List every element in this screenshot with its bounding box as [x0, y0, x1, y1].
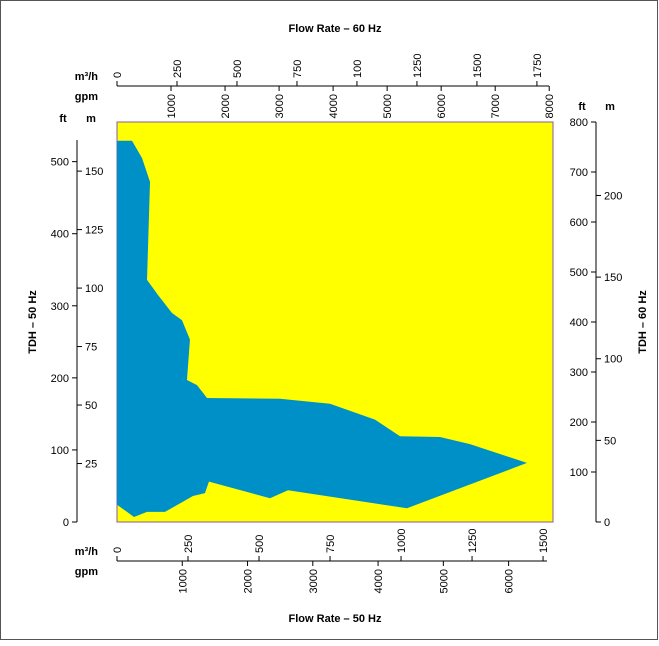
tick-label: 50	[604, 435, 616, 447]
tick-label: 500	[232, 60, 244, 78]
axis-unit: ft	[578, 101, 586, 113]
tick-label: 700	[570, 167, 588, 179]
tick-label: 4000	[328, 94, 340, 118]
tick-label: 150	[604, 272, 622, 284]
axis-unit: m	[86, 113, 96, 125]
right-title: TDH – 60 Hz	[637, 290, 649, 354]
tick-label: 100	[85, 283, 103, 295]
tick-label: 125	[85, 225, 103, 237]
tick-label: 1000	[166, 94, 178, 118]
tick-label: 1500	[472, 54, 484, 78]
tick-label: 300	[51, 301, 69, 313]
axis-unit: gpm	[75, 566, 98, 578]
tick-label: 1750	[532, 54, 544, 78]
tick-label: 100	[51, 445, 69, 457]
tick-label: 8000	[544, 94, 556, 118]
tick-label: 3000	[308, 569, 320, 593]
tick-label: 6000	[436, 94, 448, 118]
tick-label: 1000	[396, 529, 408, 553]
tick-label: 1250	[467, 529, 479, 553]
tick-label: 1000	[177, 569, 189, 593]
tick-label: 150	[85, 166, 103, 178]
left-title: TDH – 50 Hz	[27, 290, 39, 354]
tick-label: 600	[570, 217, 588, 229]
tick-label: 75	[85, 342, 97, 354]
axis-unit: ft	[59, 113, 67, 125]
operating-envelope	[117, 140, 528, 517]
tick-label: 100	[352, 60, 364, 78]
tick-label: 750	[292, 60, 304, 78]
tick-label: 2000	[243, 569, 255, 593]
tick-label: 4000	[373, 569, 385, 593]
axis-unit: m	[605, 101, 615, 113]
tick-label: 0	[63, 517, 69, 529]
tick-label: 100	[570, 467, 588, 479]
tick-label: 800	[570, 117, 588, 129]
tick-label: 750	[325, 535, 337, 553]
tick-label: 0	[112, 547, 124, 553]
tick-label: 50	[85, 400, 97, 412]
tick-label: 300	[570, 367, 588, 379]
axis-unit: m³/h	[75, 546, 99, 558]
tick-label: 0	[604, 517, 610, 529]
tick-label: 500	[51, 157, 69, 169]
tick-label: 250	[172, 60, 184, 78]
tick-label: 200	[604, 190, 622, 202]
tick-label: 500	[570, 267, 588, 279]
tick-label: 7000	[490, 94, 502, 118]
axis-unit: m³/h	[75, 71, 99, 83]
tick-label: 0	[112, 72, 124, 78]
tick-label: 400	[51, 229, 69, 241]
tick-label: 6000	[504, 569, 516, 593]
axis-unit: gpm	[75, 91, 98, 103]
tick-label: 5000	[382, 94, 394, 118]
tick-label: 250	[183, 535, 195, 553]
tick-label: 1500	[538, 529, 550, 553]
tick-label: 1250	[412, 54, 424, 78]
tick-label: 2000	[220, 94, 232, 118]
tick-label: 200	[570, 417, 588, 429]
tick-label: 100	[604, 354, 622, 366]
bottom-title: Flow Rate – 50 Hz	[289, 613, 382, 625]
tick-label: 200	[51, 373, 69, 385]
tick-label: 500	[254, 535, 266, 553]
tick-label: 25	[85, 459, 97, 471]
tick-label: 400	[570, 317, 588, 329]
tick-label: 3000	[274, 94, 286, 118]
top-title: Flow Rate – 60 Hz	[289, 23, 382, 35]
tick-label: 5000	[438, 569, 450, 593]
